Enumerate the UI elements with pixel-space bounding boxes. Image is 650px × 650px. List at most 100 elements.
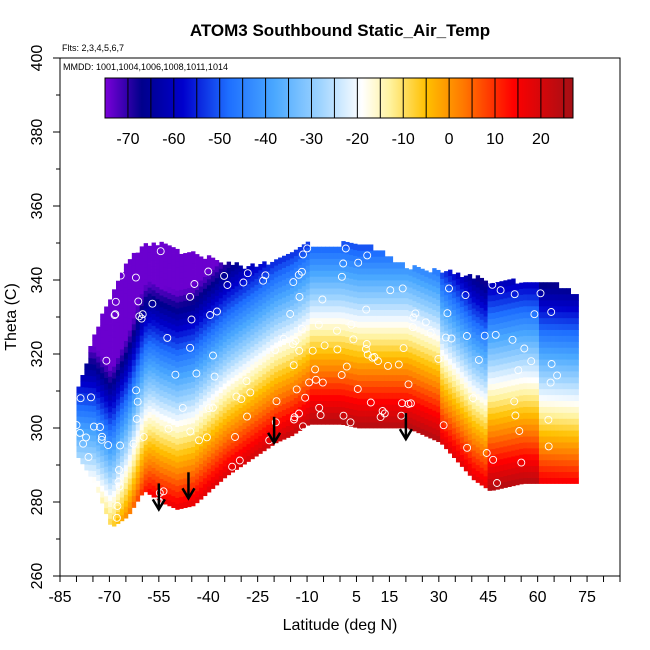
heatmap-cell: [127, 324, 133, 331]
heatmap-cell: [463, 287, 469, 294]
heatmap-cell: [238, 324, 243, 332]
heatmap-cell: [163, 302, 168, 310]
heatmap-cell: [570, 424, 575, 431]
heatmap-cell: [396, 333, 402, 340]
heatmap-cell: [455, 355, 461, 362]
colorbar-tick-label: -10: [392, 131, 415, 148]
heatmap-cell: [365, 250, 370, 257]
heatmap-cell: [313, 311, 318, 319]
heatmap-cell: [171, 312, 176, 319]
heatmap-cell: [151, 349, 156, 356]
heatmap-cell: [127, 472, 133, 479]
heatmap-cell: [511, 444, 516, 451]
heatmap-cell: [155, 464, 160, 471]
heatmap-cell: [483, 434, 488, 441]
heatmap-cell: [452, 291, 457, 299]
heatmap-cell: [254, 331, 259, 339]
heatmap-cell: [270, 398, 275, 405]
heatmap-cell: [155, 410, 160, 418]
heatmap-cell: [119, 313, 125, 320]
heatmap-cell: [119, 349, 125, 356]
heatmap-cell: [131, 353, 137, 360]
heatmap-cell: [175, 408, 180, 416]
heatmap-cell: [499, 452, 504, 460]
heatmap-cell: [250, 287, 255, 294]
heatmap-cell: [135, 442, 141, 449]
heatmap-cell: [459, 460, 465, 467]
heatmap-cell: [538, 424, 544, 431]
heatmap-cell: [210, 429, 216, 436]
heatmap-cell: [337, 305, 342, 313]
heatmap-cell: [436, 275, 441, 283]
heatmap-cell: [574, 471, 579, 478]
heatmap-cell: [112, 336, 117, 343]
heatmap-cell: [262, 444, 267, 452]
heatmap-cell: [195, 390, 200, 397]
heatmap-cell: [550, 359, 556, 366]
heatmap-cell: [104, 448, 109, 455]
heatmap-cell: [345, 348, 350, 355]
heatmap-cell: [183, 371, 188, 378]
heatmap-cell: [230, 466, 235, 473]
heatmap-cell: [519, 418, 524, 426]
heatmap-cell: [491, 300, 496, 308]
heatmap-cell: [100, 390, 105, 397]
heatmap-cell: [503, 351, 508, 358]
observation-point: [192, 369, 201, 378]
heatmap-cell: [459, 436, 465, 444]
heatmap-cell: [123, 287, 129, 294]
heatmap-cell: [104, 342, 109, 349]
heatmap-cell: [546, 477, 552, 484]
heatmap-cell: [195, 455, 200, 462]
heatmap-cell: [487, 372, 492, 379]
heatmap-cell: [368, 339, 374, 346]
heatmap-cell: [558, 353, 564, 360]
heatmap-cell: [171, 466, 176, 473]
heatmap-cell: [159, 306, 164, 314]
heatmap-cell: [96, 391, 101, 399]
heatmap-cell: [416, 332, 421, 339]
heatmap-cell: [313, 394, 318, 402]
heatmap-cell: [325, 294, 330, 301]
heatmap-cell: [127, 418, 133, 426]
heatmap-cell: [503, 410, 508, 417]
heatmap-cell: [100, 473, 105, 480]
heatmap-cell: [135, 436, 141, 443]
heatmap-cell: [349, 379, 354, 386]
heatmap-cell: [108, 334, 113, 342]
heatmap-cell: [554, 388, 560, 396]
heatmap-cell: [558, 305, 564, 313]
heatmap-cell: [396, 345, 402, 352]
heatmap-cell: [104, 490, 109, 497]
heatmap-cell: [274, 277, 279, 284]
heatmap-cell: [491, 306, 496, 313]
heatmap-cell: [104, 347, 109, 355]
heatmap-cell: [566, 365, 571, 372]
heatmap-cell: [309, 276, 315, 283]
heatmap-cell: [519, 395, 524, 402]
heatmap-cell: [321, 258, 326, 265]
heatmap-cell: [479, 408, 485, 415]
annotation-arrow-head: [267, 432, 282, 446]
heatmap-cell: [254, 355, 259, 362]
heatmap-cell: [88, 428, 93, 436]
heatmap-cell: [507, 462, 512, 470]
heatmap-cell: [523, 459, 528, 467]
heatmap-cell: [139, 382, 145, 389]
heatmap-cell: [388, 362, 394, 370]
heatmap-cell: [357, 280, 362, 287]
heatmap-cell: [187, 429, 192, 437]
heatmap-cell: [353, 267, 358, 274]
observation-point: [98, 432, 106, 441]
heatmap-cell: [357, 244, 362, 251]
heatmap-cell: [487, 301, 492, 308]
heatmap-cell: [297, 389, 303, 396]
heatmap-cell: [163, 344, 168, 351]
heatmap-cell: [116, 345, 121, 353]
heatmap-cell: [341, 353, 346, 360]
heatmap-cell: [428, 402, 433, 409]
heatmap-cell: [321, 406, 326, 413]
heatmap-cell: [80, 404, 85, 411]
heatmap-cell: [116, 339, 121, 347]
heatmap-cell: [88, 375, 93, 382]
